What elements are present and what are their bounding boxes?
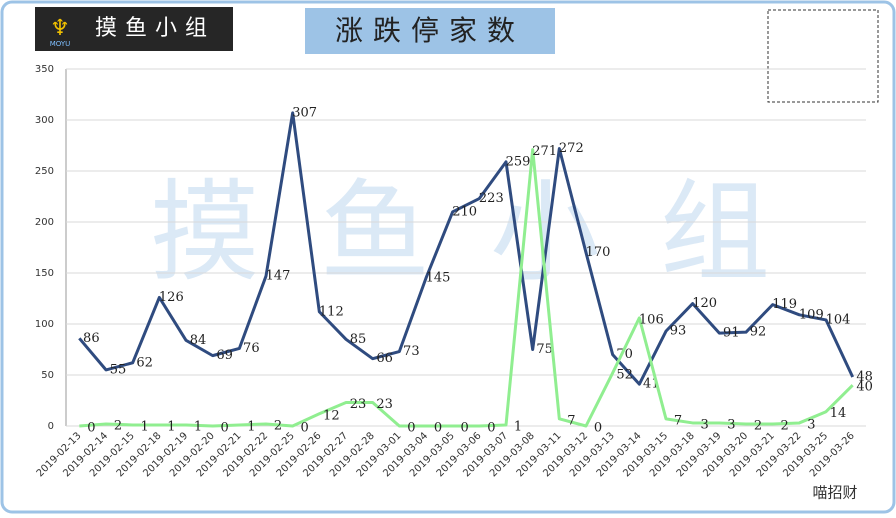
data-label: 145 (426, 271, 451, 286)
logo-text: 摸鱼小组 (95, 16, 215, 41)
data-label: 1 (141, 419, 149, 434)
data-label: 2 (114, 418, 122, 433)
data-label: 1 (167, 419, 175, 434)
watermark: 摸鱼小组 (150, 168, 830, 296)
data-label: 170 (586, 245, 611, 260)
data-label: 69 (216, 348, 233, 363)
data-label: 12 (323, 408, 340, 423)
line-series (79, 148, 854, 428)
title-box (305, 8, 555, 54)
data-label: 3 (727, 417, 735, 432)
data-label: 0 (434, 421, 442, 436)
data-label: 2 (274, 418, 282, 433)
data-label: 0 (301, 421, 309, 436)
data-label: 85 (350, 332, 367, 347)
data-label: 62 (136, 355, 153, 370)
data-label: 93 (670, 324, 687, 339)
y-tick-label: 250 (35, 166, 54, 177)
data-label: 109 (799, 307, 824, 322)
data-label: 0 (487, 421, 495, 436)
line-series (78, 111, 855, 386)
data-label: 7 (567, 413, 575, 428)
data-label: 2 (781, 418, 789, 433)
y-tick-label: 0 (48, 421, 54, 432)
data-label: 84 (190, 333, 207, 348)
data-label: 106 (639, 312, 664, 327)
data-label: 76 (243, 341, 260, 356)
data-label: 86 (83, 331, 100, 346)
data-label: 91 (723, 326, 740, 341)
y-tick-label: 50 (41, 370, 54, 381)
data-label: 52 (616, 367, 633, 382)
data-label: 23 (350, 397, 367, 412)
data-label: 0 (407, 421, 415, 436)
logo-icon: ♆ (50, 16, 70, 41)
footer: 喵招财 (812, 484, 857, 502)
data-label: 0 (594, 421, 602, 436)
data-label: 1 (514, 419, 522, 434)
data-label: 2 (754, 418, 762, 433)
data-label: 120 (692, 296, 717, 311)
chart-title: 涨跌停家数 (335, 14, 525, 47)
data-label: 48 (856, 370, 873, 385)
logo-sub: MOYU (50, 40, 71, 48)
y-tick-label: 100 (35, 319, 54, 330)
data-label: 223 (479, 191, 504, 206)
data-label: 0 (87, 421, 95, 436)
data-label: 3 (701, 417, 709, 432)
y-tick-label: 350 (35, 64, 54, 75)
data-label: 55 (110, 362, 127, 377)
data-label: 147 (266, 269, 291, 284)
logo-box (35, 7, 233, 51)
data-label: 259 (506, 154, 531, 169)
y-tick-label: 150 (35, 268, 54, 279)
data-label: 75 (536, 342, 553, 357)
data-label: 1 (247, 419, 255, 434)
data-label: 1 (194, 419, 202, 434)
data-label: 3 (807, 417, 815, 432)
data-label: 92 (750, 325, 767, 340)
y-tick-label: 300 (35, 115, 54, 126)
data-label: 7 (674, 413, 682, 428)
data-label: 40 (856, 380, 873, 395)
qr-code (767, 9, 879, 103)
data-label: 126 (159, 290, 184, 305)
data-label: 210 (452, 204, 477, 219)
data-label: 271 (532, 144, 557, 159)
data-label: 23 (376, 397, 393, 412)
data-label: 112 (319, 304, 344, 319)
data-label: 0 (221, 421, 229, 436)
y-tick-label: 200 (35, 217, 54, 228)
data-label: 307 (292, 105, 317, 120)
data-label: 14 (830, 406, 847, 421)
data-label: 104 (826, 312, 851, 327)
data-label: 0 (461, 421, 469, 436)
data-label: 66 (376, 351, 393, 366)
data-label: 272 (559, 141, 584, 156)
data-label: 73 (403, 344, 420, 359)
data-label: 119 (772, 297, 797, 312)
